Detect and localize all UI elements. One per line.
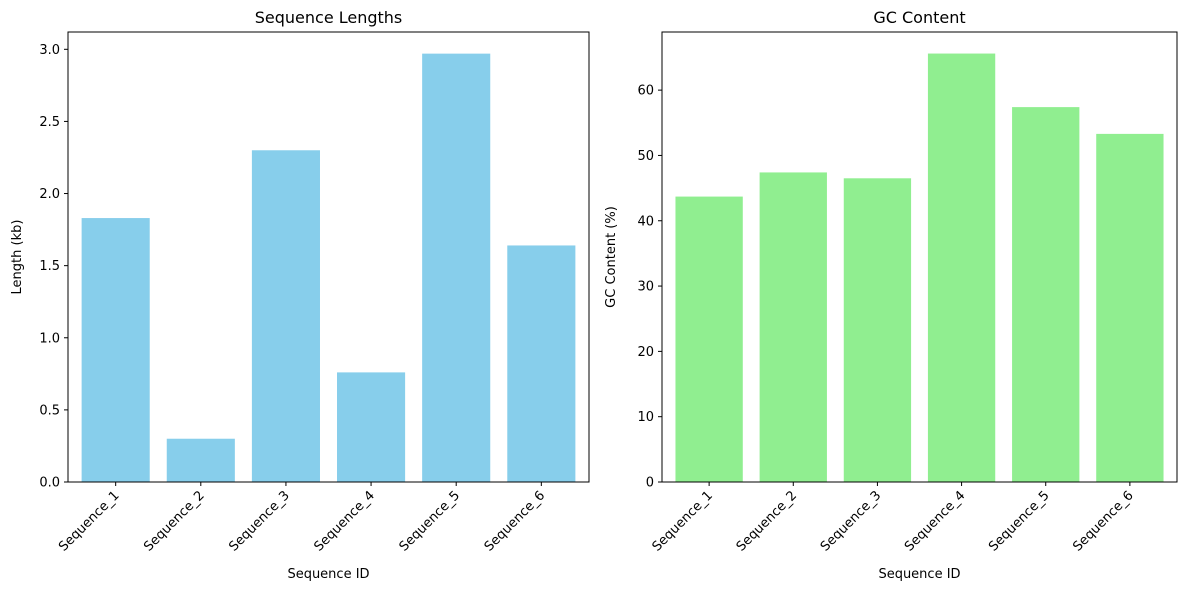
- bar-sequence-1: [81, 218, 150, 483]
- y-axis-label: GC Content (%): [604, 206, 619, 308]
- y-tick-label: 1.5: [39, 259, 60, 274]
- y-tick-label: 30: [637, 280, 654, 295]
- x-tick-label: Sequence_5: [986, 488, 1052, 554]
- y-tick-label: 20: [637, 345, 654, 360]
- sequence-lengths-chart: 0.0 0.5 1.0 1.5 2.0 2.5 3.0 Sequence_1 Sequence_…: [10, 8, 590, 582]
- x-tick-label: Sequence_3: [226, 488, 292, 554]
- x-tick-label: Sequence_6: [482, 488, 548, 554]
- x-tick-label: Sequence_1: [650, 488, 716, 554]
- y-tick-label: 0: [646, 476, 654, 491]
- bar-sequence-6: [507, 245, 576, 482]
- y-tick-label: 0.5: [39, 403, 60, 418]
- x-tick-label: Sequence_6: [1070, 488, 1136, 554]
- x-tick-label: Sequence_2: [734, 488, 800, 554]
- y-tick-label: 3.0: [39, 43, 60, 58]
- bar-sequence-4: [337, 372, 406, 482]
- axes-frame: [661, 31, 1178, 483]
- y-tick-label: 10: [637, 410, 654, 425]
- bar-sequence-3: [251, 150, 320, 482]
- bar-sequence-2: [759, 172, 827, 482]
- gc-content-chart: 0 10 20 30 40 50 60 Sequence_1 Sequence_2 Sequenc…: [604, 8, 1178, 582]
- x-tick-label: Sequence_5: [397, 488, 463, 554]
- bar-sequence-3: [843, 178, 912, 482]
- bar-sequence-2: [166, 438, 235, 482]
- x-tick-label: Sequence_4: [311, 488, 377, 554]
- chart-title: GC Content: [873, 8, 965, 27]
- x-tick-label: Sequence_4: [902, 488, 968, 554]
- y-tick-label: 1.0: [39, 331, 60, 346]
- y-axis-label: Length (kb): [10, 220, 25, 295]
- y-tick-label: 2.5: [39, 115, 60, 130]
- bar-sequence-6: [1096, 133, 1164, 483]
- axes-frame: [67, 31, 590, 483]
- y-tick-label: 60: [637, 84, 654, 99]
- x-axis-label: Sequence ID: [287, 567, 369, 582]
- y-tick-label: 50: [637, 149, 654, 164]
- bar-sequence-1: [675, 196, 743, 482]
- chart-title: Sequence Lengths: [255, 8, 403, 27]
- bar-sequence-5: [1012, 107, 1080, 482]
- y-tick-label: 0.0: [39, 476, 60, 491]
- x-axis-label: Sequence ID: [878, 567, 960, 582]
- x-tick-label: Sequence_1: [56, 488, 122, 554]
- bar-sequence-4: [927, 53, 996, 482]
- x-tick-label: Sequence_2: [141, 488, 207, 554]
- y-tick-label: 40: [637, 214, 654, 229]
- x-tick-label: Sequence_3: [818, 488, 884, 554]
- bar-sequence-5: [422, 53, 491, 483]
- y-tick-label: 2.0: [39, 187, 60, 202]
